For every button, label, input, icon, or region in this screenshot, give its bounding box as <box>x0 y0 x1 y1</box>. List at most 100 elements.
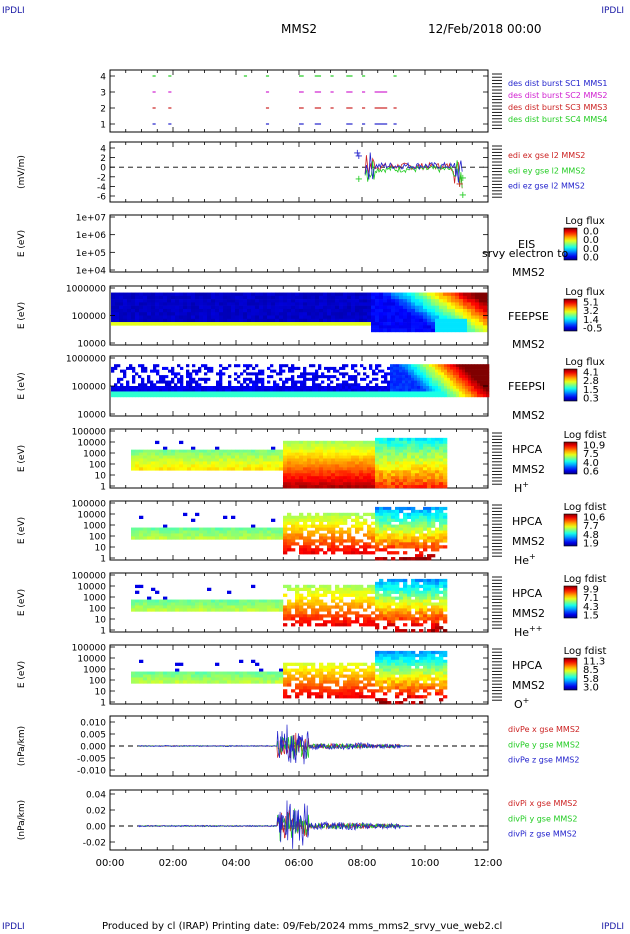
hpca_h-colorbar-title: Log fdist <box>564 430 607 441</box>
feepsi-pixel <box>291 391 295 395</box>
feepsi-pixel <box>117 394 121 398</box>
feepse-pixel <box>415 322 420 326</box>
hpca_h-pixel <box>207 461 212 465</box>
feepsi-pixel <box>339 383 343 387</box>
feepsi-pixel <box>198 369 202 373</box>
hpca_he1-pixel <box>227 536 232 540</box>
feepsi-pixel <box>468 380 472 384</box>
feepsi-pixel <box>360 377 364 381</box>
hpca_he1-pixel <box>443 524 448 528</box>
feepsi-pixel <box>405 377 409 381</box>
hpca_h-pixel <box>179 464 184 468</box>
hpca_h-pixel <box>355 476 360 480</box>
hpca_he2-pixel <box>371 590 376 594</box>
feepse-pixel <box>339 295 344 300</box>
feepsi-pixel <box>348 383 352 387</box>
hpca_h-pixel <box>367 449 372 453</box>
hpca_he2-pixel <box>435 581 440 586</box>
hpca_h-pixel <box>419 479 424 483</box>
hpca_he2-pixel <box>323 605 328 609</box>
feepse-pixel <box>431 305 436 310</box>
hpca_h-pixel <box>151 467 156 471</box>
feepse-pixel <box>159 308 164 313</box>
feepsi-pixel <box>198 394 202 398</box>
hpca_h-pixel <box>339 473 344 477</box>
feepsi-pixel <box>390 391 394 395</box>
hpca_h-pixel <box>311 467 316 471</box>
hpca_he2-pixel <box>419 608 424 612</box>
feepsi-pixel <box>117 388 121 392</box>
hpca_he1-pixel <box>279 536 284 540</box>
feepsi-pixel <box>318 386 322 390</box>
feepsi-pixel <box>183 391 187 395</box>
eis-spacecraft-label: MMS2 <box>512 266 545 279</box>
feepsi-pixel <box>402 380 406 384</box>
feepsi-pixel <box>246 386 250 390</box>
hpca_he2-pixel <box>395 596 400 600</box>
hpca_he2-pixel <box>319 599 324 603</box>
hpca_he1-pixel <box>407 521 412 525</box>
feepsi-pixel <box>117 386 121 390</box>
hpca_he1-pixel <box>183 533 188 537</box>
feepse-pixel <box>111 295 116 300</box>
feepsi-pixel <box>375 388 379 392</box>
hpca_he1-pixel <box>371 512 376 517</box>
hpca_he2-pixel <box>255 602 260 606</box>
feepsi-pixel <box>153 391 157 395</box>
hpca_he2-pixel <box>379 596 384 600</box>
feepsi-pixel <box>129 394 133 398</box>
feepse-pixel <box>123 302 128 306</box>
hpca_h-pixel <box>167 449 172 453</box>
hpca_he2-pixel <box>227 590 232 594</box>
hpca_he1-pixel <box>167 530 172 534</box>
feepse-pixel <box>379 322 384 326</box>
hpca_h-pixel <box>155 467 160 471</box>
hpca_h-pixel <box>219 449 224 453</box>
hpca_he1-pixel <box>431 539 436 543</box>
hpca_h-pixel <box>291 440 296 445</box>
feepse-pixel <box>323 299 328 303</box>
feepse-pixel <box>331 299 336 303</box>
hpca_h-pixel <box>363 464 368 468</box>
hpca_h-pixel <box>379 464 384 468</box>
feepsi-pixel <box>216 386 220 390</box>
hpca_he1-pixel <box>415 545 420 549</box>
feepse-pixel <box>127 315 132 320</box>
feepse-pixel <box>343 308 348 313</box>
feepse-pixel <box>423 328 428 333</box>
hpca_he1-pixel <box>419 527 424 531</box>
feepse-pixel <box>275 299 280 303</box>
hpca_he1-pixel <box>363 512 368 517</box>
feepse-pixel <box>271 299 276 303</box>
hpca_he2-pixel <box>267 605 272 609</box>
hpca_h-pixel <box>335 452 340 456</box>
feepse-pixel <box>315 312 320 316</box>
feepsi-pixel <box>417 369 421 373</box>
feepsi-pixel <box>336 391 340 395</box>
hpca_h-pixel <box>303 455 308 459</box>
feepsi-pixel <box>132 380 136 384</box>
feepsi-colorbar-tick: 2.8 <box>583 376 599 387</box>
hpca_h-pixel <box>427 449 432 453</box>
hpca_h-pixel <box>207 458 212 462</box>
feepse-pixel <box>475 325 480 329</box>
hpca_h-pixel <box>291 446 296 450</box>
hpca_h-pixel <box>307 482 312 486</box>
hpca_he1-pixel <box>311 518 316 522</box>
hpca_h-pixel <box>215 452 220 456</box>
hpca_he2-pixel <box>339 590 344 594</box>
hpca_h-pixel <box>255 461 260 465</box>
hpca_h-pixel <box>359 440 364 445</box>
feepsi-pixel <box>366 383 370 387</box>
feepsi-pixel <box>189 388 193 392</box>
hpca_he1-pixel <box>343 548 348 552</box>
feepsi-pixel <box>249 372 253 376</box>
hpca_h-pixel <box>307 443 312 447</box>
feepse-pixel <box>135 299 140 303</box>
feepsi-pixel <box>351 388 355 392</box>
hpca_he1-pixel <box>355 542 360 546</box>
hpca_he2-pixel <box>315 599 320 603</box>
feepsi-pixel <box>291 383 295 387</box>
hpca_he2-pixel <box>367 623 372 627</box>
